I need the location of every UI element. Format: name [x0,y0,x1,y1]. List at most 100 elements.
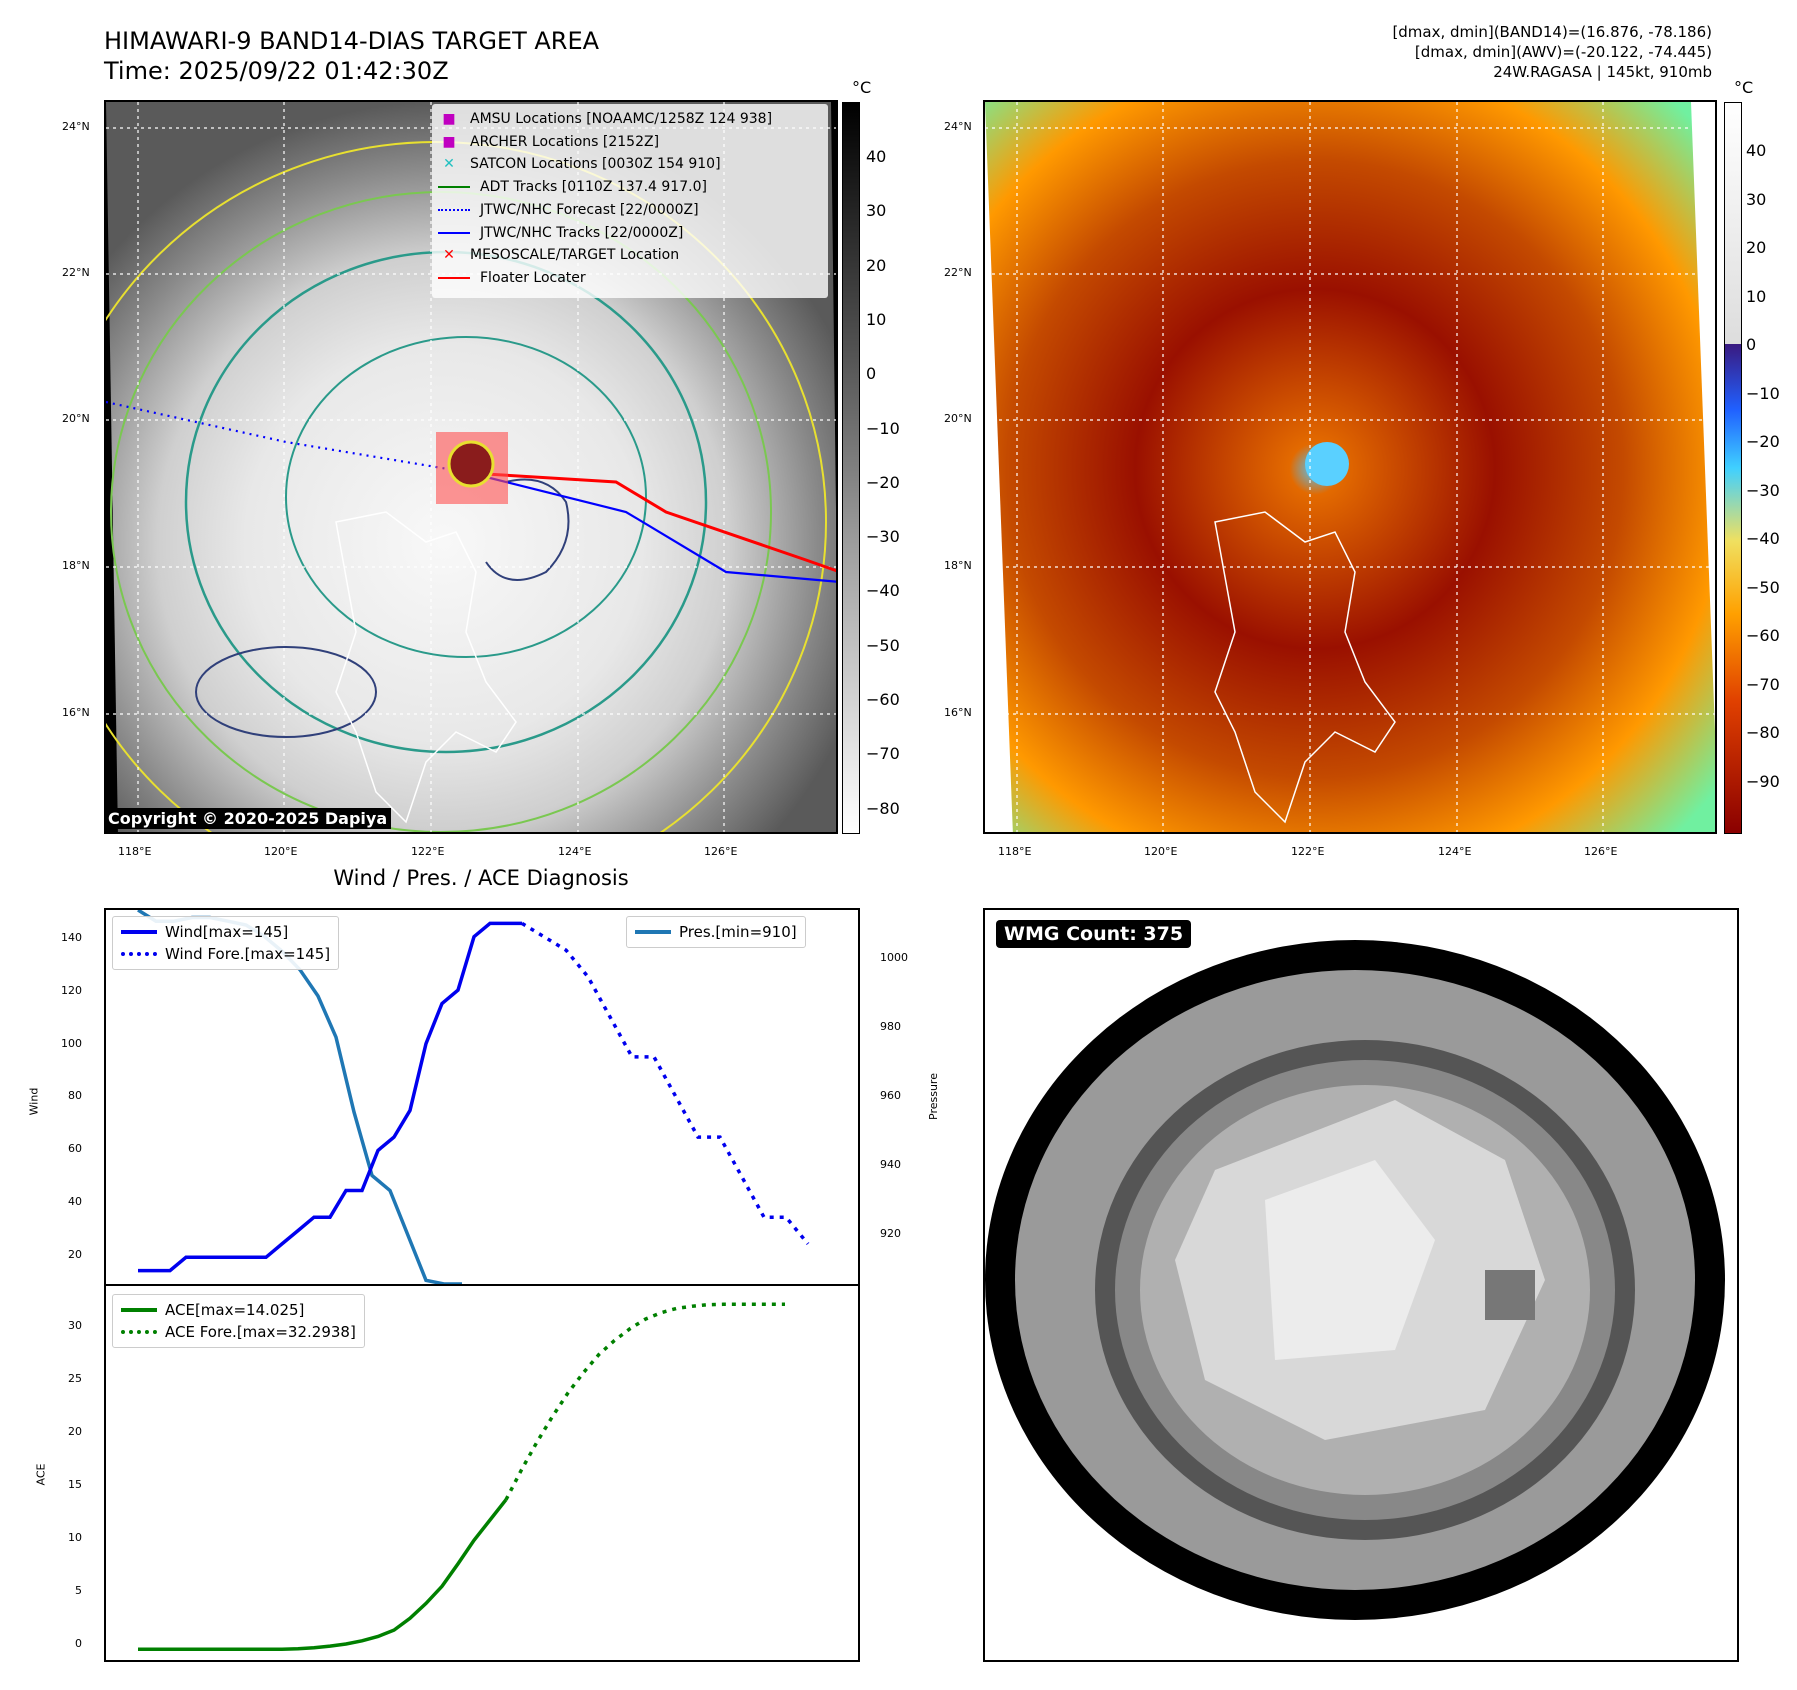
colorbar-tick: 40 [1746,141,1767,160]
map-legend-item: ■ AMSU Locations [NOAAMC/1258Z 124 938] [438,108,822,131]
colorbar-gray [842,102,860,834]
lat-label: 24°N [944,120,972,133]
lon-label: 118°E [118,845,152,858]
lat-label: 16°N [62,706,90,719]
wind-tick: 40 [68,1195,82,1208]
colorbar-tick: −60 [1746,626,1780,645]
legend-marker: ✕ [443,247,455,264]
wind-tick: 140 [61,931,82,944]
pressure-legend: Pres.[min=910] [626,916,806,948]
ace-tick: 10 [68,1531,82,1544]
diagnosis-title: Wind / Pres. / ACE Diagnosis [333,866,629,890]
colorbar-tick: −70 [1746,674,1780,694]
legend-label: MESOSCALE/TARGET Location [470,247,680,264]
colorbar-tick: −30 [866,527,900,547]
legend-label: ADT Tracks [0110Z 137.4 917.0] [480,179,707,196]
colorbar-tick: −30 [1746,480,1780,500]
wind-legend: Wind[max=145] Wind Fore.[max=145] [112,916,340,970]
map-legend-item: JTWC/NHC Tracks [22/0000Z] [438,222,822,245]
colorbar-unit: °C [852,78,872,97]
legend-wind: Wind[max=145] [165,923,289,941]
lat-label: 18°N [944,559,972,572]
wind-axis-label: Wind [27,1087,41,1116]
ace-tick: 30 [68,1319,82,1332]
legend-wind-fore: Wind Fore.[max=145] [165,945,331,963]
lat-label: 18°N [62,559,90,572]
lat-label: 20°N [944,412,972,425]
colorbar-tick: −80 [866,798,900,818]
map-legend-item: JTWC/NHC Forecast [22/0000Z] [438,199,822,222]
lon-label: 124°E [558,845,592,858]
stats-header: [dmax, dmin](BAND14)=(16.876, -78.186) [… [1392,22,1712,82]
lat-label: 20°N [62,412,90,425]
legend-marker [438,277,470,280]
lon-label: 118°E [998,845,1032,858]
ace-tick: 15 [68,1478,82,1491]
legend-label: ARCHER Locations [2152Z] [470,133,660,150]
legend-pres: Pres.[min=910] [679,923,797,941]
awv-map-panel [983,100,1717,834]
colorbar-tick: −50 [1746,577,1780,597]
lat-label: 16°N [944,706,972,719]
colorbar-tick: −70 [866,744,900,764]
colorbar-tick: −90 [1746,771,1780,791]
ace-tick: 25 [68,1372,82,1385]
band14-stats: [dmax, dmin](BAND14)=(16.876, -78.186) [1392,23,1712,41]
legend-label: JTWC/NHC Forecast [22/0000Z] [480,201,699,218]
map-legend: ■ AMSU Locations [NOAAMC/1258Z 124 938] ■ A… [432,104,828,298]
colorbar-tick: −80 [1746,723,1780,742]
pressure-tick: 940 [880,1158,901,1171]
ace-tick: 0 [75,1637,82,1650]
pressure-tick: 980 [880,1020,901,1033]
wmg-panel [983,908,1739,1662]
ace-plot [138,1302,785,1652]
legend-label: JTWC/NHC Tracks [22/0000Z] [480,224,684,241]
pressure-tick: 1000 [880,951,908,964]
colorbar-tick: −20 [1746,432,1780,451]
pressure-axis-label: Pressure [926,1073,940,1120]
map-legend-item: ✕ SATCON Locations [0030Z 154 910] [438,153,822,176]
lon-label: 124°E [1438,845,1472,858]
legend-marker [438,186,470,189]
colorbar-tick: 10 [866,309,887,329]
ace-series [138,1498,508,1652]
colorbar-tick: 10 [1746,286,1767,306]
map-legend-item: ✕ MESOSCALE/TARGET Location [438,244,822,267]
map-legend-item: Floater Locater [438,267,822,290]
awv-map [985,102,1715,832]
colorbar-tick: 0 [866,364,877,384]
lon-label: 122°E [411,845,445,858]
legend-ace: ACE[max=14.025] [165,1301,305,1319]
lon-label: 122°E [1291,845,1325,858]
wind-tick: 60 [68,1142,82,1156]
legend-marker: ■ [442,111,456,127]
pressure-tick: 920 [880,1227,901,1240]
lon-label: 120°E [1144,845,1178,858]
colorbar-color [1724,102,1742,834]
legend-marker [438,231,470,234]
ace-legend: ACE[max=14.025] ACE Fore.[max=32.2938] [112,1294,365,1348]
legend-marker: ■ [442,133,456,150]
colorbar-tick: −20 [866,472,900,492]
colorbar-tick: −40 [866,581,900,601]
legend-ace-fore: ACE Fore.[max=32.2938] [165,1323,356,1341]
ace-forecast-series [504,1302,785,1501]
colorbar-tick: −40 [1746,529,1780,548]
colorbar-tick: −60 [866,690,900,709]
colorbar-tick: −10 [866,418,900,438]
wind-forecast-series [521,921,810,1246]
legend-marker [438,209,470,212]
colorbar-tick: 40 [866,147,887,166]
awv-stats: [dmax, dmin](AWV)=(-20.122, -74.445) [1414,43,1712,61]
map-legend-item: ■ ARCHER Locations [2152Z] [438,131,822,154]
wind-series [138,921,522,1273]
colorbar-tick: 20 [866,255,887,275]
colorbar-tick: −50 [866,635,900,655]
legend-label: SATCON Locations [0030Z 154 910] [470,156,721,173]
pressure-tick: 960 [880,1089,901,1102]
lon-label: 126°E [1584,845,1618,858]
wind-tick: 80 [68,1089,82,1103]
legend-marker: ✕ [443,156,455,173]
colorbar-tick: 30 [1746,189,1767,209]
colorbar-tick: 20 [1746,238,1767,257]
